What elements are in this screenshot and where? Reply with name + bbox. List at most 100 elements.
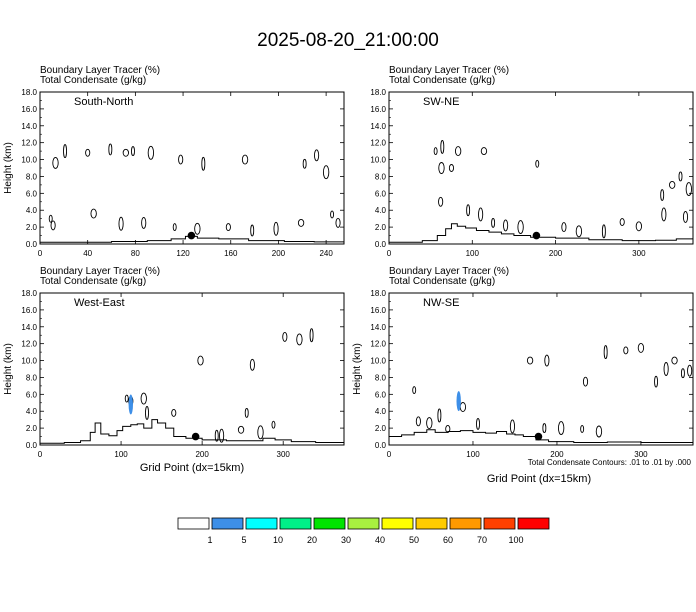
colorbar-label: 10 [273, 535, 283, 545]
y-tick-label: 6.0 [26, 390, 38, 399]
x-tick-label: 100 [466, 249, 480, 258]
y-tick-label: 16.0 [21, 105, 37, 114]
condensate-contour [108, 143, 113, 156]
condensate-contour [50, 220, 56, 231]
y-tick-label: 10.0 [370, 357, 386, 366]
y-tick-label: 12.0 [370, 340, 386, 349]
condensate-contour [282, 331, 288, 342]
colorbar-swatch [449, 517, 482, 530]
condensate-contour [623, 346, 629, 355]
condensate-contour [480, 147, 488, 156]
condensate-contour [273, 221, 279, 236]
y-tick-label: 0.0 [26, 240, 38, 249]
panel-name: West-East [74, 297, 125, 309]
condensate-contour [433, 147, 438, 156]
panel-name: South-North [74, 96, 133, 108]
condensate-contour [296, 333, 303, 346]
condensate-contour [244, 407, 249, 418]
contour-note: Total Condensate Contours: .01 to .01 by… [528, 458, 692, 467]
condensate-contour [601, 224, 606, 239]
condensate-contour [687, 364, 693, 377]
y-axis-label: Height (km) [352, 343, 363, 395]
colorbar-label: 30 [341, 535, 351, 545]
panel-header-tracer: Boundary Layer Tracer (%) [389, 266, 509, 277]
condensate-contour [63, 144, 67, 159]
y-tick-label: 14.0 [21, 323, 37, 332]
condensate-contour [415, 416, 421, 427]
condensate-contour [561, 222, 567, 233]
y-tick-label: 8.0 [375, 172, 387, 181]
condensate-contour [197, 355, 204, 366]
x-tick-label: 300 [277, 450, 291, 459]
location-marker [534, 432, 543, 441]
condensate-contour [459, 402, 467, 412]
x-tick-label: 120 [176, 249, 190, 258]
y-tick-label: 16.0 [21, 306, 37, 315]
y-tick-label: 2.0 [26, 424, 38, 433]
condensate-contour [90, 208, 97, 219]
condensate-contour [335, 217, 341, 228]
panel-nw-se: Boundary Layer Tracer (%)Total Condensat… [352, 266, 694, 459]
condensate-contour [671, 356, 678, 365]
y-tick-label: 14.0 [370, 323, 386, 332]
condensate-contour [517, 220, 524, 235]
x-axis-label-right: Grid Point (dx=15km) [487, 473, 591, 485]
condensate-contour [85, 148, 91, 157]
condensate-contour [438, 162, 445, 174]
condensate-contour [685, 182, 692, 197]
condensate-contour [124, 394, 129, 403]
condensate-contour [171, 408, 177, 417]
condensate-contour [330, 210, 335, 219]
tracer-blob [456, 391, 461, 412]
condensate-contour [122, 148, 129, 157]
colorbar-label: 100 [508, 535, 523, 545]
condensate-contour [322, 165, 330, 180]
condensate-contour [147, 145, 155, 160]
colorbar-swatch [517, 517, 550, 530]
condensate-contour [580, 425, 585, 433]
y-tick-label: 2.0 [375, 424, 387, 433]
condensate-contour [663, 362, 669, 376]
condensate-contour [637, 342, 645, 353]
plot-frame [39, 292, 345, 446]
x-axis-label-left: Grid Point (dx=15km) [140, 462, 244, 474]
condensate-contour [660, 189, 665, 201]
condensate-contour [214, 429, 219, 442]
y-tick-label: 12.0 [21, 139, 37, 148]
condensate-contour [491, 217, 496, 228]
condensate-contour [619, 218, 625, 226]
condensate-contour [131, 146, 135, 157]
x-tick-label: 300 [634, 450, 648, 459]
panel-header-condensate: Total Condensate (g/kg) [40, 75, 146, 86]
y-tick-label: 2.0 [26, 223, 38, 232]
colorbar-label: 50 [409, 535, 419, 545]
condensate-contour [478, 207, 484, 222]
terrain-line [40, 419, 344, 444]
panel-name: NW-SE [423, 297, 459, 309]
y-tick-label: 10.0 [21, 156, 37, 165]
y-tick-label: 14.0 [21, 122, 37, 131]
condensate-contour [582, 376, 589, 387]
panel-sw-ne: Boundary Layer Tracer (%)Total Condensat… [370, 65, 694, 258]
condensate-contour [466, 204, 471, 217]
colorbar-swatch [211, 517, 244, 530]
x-tick-label: 0 [38, 450, 43, 459]
y-tick-label: 16.0 [370, 105, 386, 114]
condensate-contour [476, 417, 480, 430]
condensate-contour [250, 224, 255, 237]
condensate-contour [140, 392, 147, 405]
y-tick-label: 0.0 [375, 441, 387, 450]
panel-header-condensate: Total Condensate (g/kg) [389, 276, 495, 287]
plot-frame [388, 292, 694, 446]
condensate-contour [237, 425, 245, 434]
x-tick-label: 200 [550, 450, 564, 459]
condensate-contour [52, 156, 59, 169]
panel-name: SW-NE [423, 96, 459, 108]
x-tick-label: 160 [224, 249, 238, 258]
condensate-contour [448, 164, 455, 172]
colorbar-swatch [313, 517, 346, 530]
y-tick-label: 6.0 [375, 390, 387, 399]
x-tick-label: 40 [83, 249, 92, 258]
y-tick-label: 4.0 [26, 407, 38, 416]
colorbar-swatch [245, 517, 278, 530]
